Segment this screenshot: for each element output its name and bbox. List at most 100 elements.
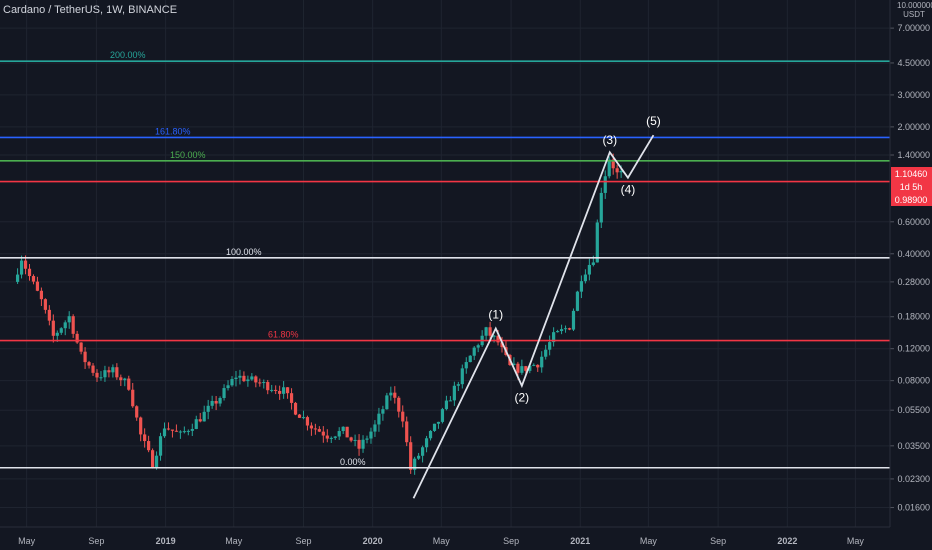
candle-body: [464, 362, 468, 369]
candle-body: [139, 417, 143, 435]
candle-body: [51, 320, 55, 336]
candle-body: [579, 281, 584, 292]
candle-body: [95, 372, 99, 378]
candle-body: [55, 332, 59, 336]
candle-body: [349, 437, 353, 441]
candle-body: [75, 333, 79, 343]
candle-body: [47, 309, 51, 321]
candle-body: [147, 441, 151, 451]
fib-level-label: 61.80%: [268, 330, 299, 340]
time-tick-label: Sep: [710, 536, 726, 546]
candle-body: [99, 377, 103, 379]
symbol-title[interactable]: Cardano / TetherUS, 1W, BINANCE: [3, 4, 178, 16]
candle-body: [194, 419, 198, 429]
candle-body: [512, 363, 516, 366]
candle-body: [43, 299, 47, 310]
candle-body: [516, 363, 520, 373]
time-tick-label: Sep: [503, 536, 519, 546]
candle-body: [274, 389, 278, 391]
time-tick-label: May: [640, 536, 658, 546]
fib-level-label: 150.00%: [170, 150, 206, 160]
candle-body: [393, 392, 397, 398]
candle-body: [285, 387, 290, 394]
candle-body: [107, 370, 111, 373]
candle-body: [528, 365, 532, 371]
time-tick-label: May: [433, 536, 451, 546]
candle-body: [583, 274, 587, 282]
candle-body: [135, 406, 139, 418]
candle-body: [293, 402, 298, 415]
candle-body: [222, 388, 226, 398]
candle-body: [369, 431, 373, 439]
candle-body: [357, 439, 361, 449]
candle-body: [234, 377, 238, 380]
candle-body: [353, 439, 357, 441]
candle-body: [35, 281, 40, 291]
candle-body: [87, 362, 91, 366]
candle-body: [202, 411, 206, 422]
candle-body: [381, 409, 385, 414]
candle-body: [67, 316, 71, 323]
candles: [15, 153, 623, 475]
candle-body: [297, 414, 302, 418]
candle-body: [337, 431, 341, 437]
candle-body: [301, 417, 306, 419]
candle-body: [548, 342, 552, 350]
candle-body: [250, 376, 254, 380]
wave-label: (2): [515, 391, 530, 405]
grid: [0, 0, 890, 527]
last-price-badge-text: 1.10460: [895, 169, 928, 179]
time-tick-label: May: [847, 536, 865, 546]
candle-body: [563, 328, 568, 330]
time-tick-label: Sep: [88, 536, 104, 546]
candle-body: [456, 384, 460, 386]
candle-body: [619, 170, 623, 173]
candle-body: [190, 428, 194, 431]
candle-body: [571, 310, 576, 330]
candle-body: [607, 159, 611, 177]
candle-body: [79, 342, 83, 352]
level-price-badge-text: 0.98900: [895, 195, 928, 205]
candle-body: [103, 370, 107, 378]
candle-body: [389, 392, 393, 396]
wave-label: (3): [602, 133, 617, 147]
candle-body: [444, 400, 449, 410]
candle-body: [305, 417, 310, 426]
fibonacci-levels: 200.00% 161.80% 150.00% 100.00% 61.80% 0.00%: [0, 50, 890, 469]
candle-body: [143, 434, 147, 442]
price-tick-label: 1.40000: [897, 150, 930, 160]
candle-body: [278, 390, 282, 394]
currency-unit-label: USDT: [903, 10, 925, 19]
candle-body: [524, 366, 528, 371]
candle-body: [23, 260, 28, 269]
candle-body: [71, 316, 75, 334]
candle-body: [230, 379, 234, 386]
candle-body: [472, 347, 476, 356]
elliott-wave-line: [412, 134, 655, 499]
candle-body: [544, 349, 548, 357]
candle-body: [282, 387, 286, 394]
candle-body: [520, 366, 524, 373]
candle-body: [500, 342, 504, 348]
candle-body: [413, 458, 417, 470]
candle-body: [448, 400, 452, 402]
wave-label: (5): [646, 114, 661, 128]
candle-body: [484, 327, 488, 336]
candle-body: [329, 437, 333, 439]
candle-body: [361, 439, 365, 449]
fib-level-label: 0.00%: [340, 457, 366, 467]
candle-body: [289, 393, 294, 403]
countdown-badge: [891, 180, 932, 193]
candle-body: [242, 375, 246, 382]
candle-body: [420, 447, 425, 456]
candle-body: [552, 332, 556, 343]
time-tick-label: 2022: [777, 536, 797, 546]
candle-body: [492, 335, 496, 337]
candle-body: [59, 328, 63, 333]
candle-body: [587, 264, 591, 275]
candle-body: [123, 378, 127, 381]
time-tick-label: 2019: [156, 536, 176, 546]
candle-body: [333, 436, 337, 438]
price-tick-label: 2.00000: [897, 122, 930, 132]
